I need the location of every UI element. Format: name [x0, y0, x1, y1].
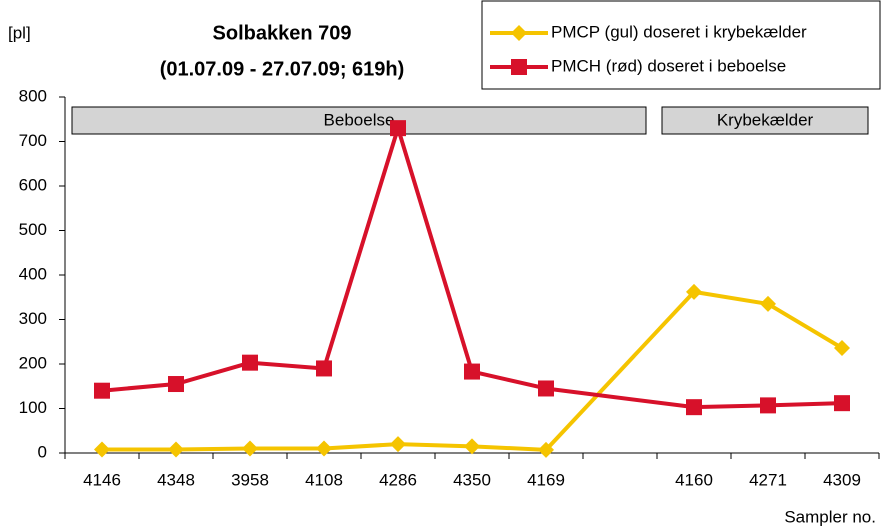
data-point — [464, 438, 480, 455]
x-tick-label: 4160 — [675, 470, 713, 489]
data-point — [390, 436, 406, 453]
x-tick-label: 4350 — [453, 470, 491, 489]
data-point — [464, 363, 480, 380]
gap-connector — [545, 386, 695, 410]
y-tick-label: 100 — [19, 398, 47, 417]
data-point — [242, 354, 258, 371]
y-axis-label: [pl] — [8, 23, 31, 42]
x-tick-label: 4146 — [83, 470, 121, 489]
data-point — [94, 382, 110, 399]
data-point — [834, 339, 850, 356]
data-point — [168, 441, 184, 458]
data-point — [760, 295, 776, 312]
data-point — [94, 441, 110, 458]
annotation-box — [661, 106, 869, 135]
x-axis-label: Sampler no. — [784, 507, 876, 526]
data-point — [316, 360, 332, 377]
chart-subtitle: (01.07.09 - 27.07.09; 619h) — [160, 58, 405, 80]
x-tick-label: 4271 — [749, 470, 787, 489]
data-point — [760, 397, 776, 414]
chart-title: Solbakken 709 — [213, 22, 352, 44]
annotation: Beboelse — [324, 110, 395, 129]
y-tick-label: 500 — [19, 220, 47, 239]
annotation-box — [71, 106, 647, 135]
legend-label: PMCP (gul) doseret i krybekælder — [551, 22, 807, 41]
y-tick-label: 200 — [19, 353, 47, 372]
y-tick-label: 400 — [19, 264, 47, 283]
legend-box — [481, 0, 881, 90]
x-tick-label: 4108 — [305, 470, 343, 489]
x-tick-label: 4286 — [379, 470, 417, 489]
y-tick-label: 700 — [19, 131, 47, 150]
x-tick-label: 4309 — [823, 470, 861, 489]
data-point — [538, 380, 554, 397]
data-point — [242, 440, 258, 457]
gap-connector — [544, 290, 696, 452]
legend-label: PMCH (rød) doseret i beboelse — [551, 56, 786, 75]
x-tick-label: 4348 — [157, 470, 195, 489]
data-point — [316, 440, 332, 457]
data-point — [168, 376, 184, 393]
legend-marker — [511, 25, 527, 41]
data-point — [538, 441, 554, 458]
y-tick-label: 0 — [38, 442, 47, 461]
data-point — [686, 283, 702, 300]
annotation: Krybekælder — [717, 110, 814, 129]
data-point — [834, 395, 850, 412]
y-tick-label: 300 — [19, 309, 47, 328]
x-tick-label: 3958 — [231, 470, 269, 489]
legend-marker — [511, 59, 527, 75]
y-tick-label: 800 — [19, 86, 47, 105]
y-tick-label: 600 — [19, 175, 47, 194]
data-point — [390, 120, 406, 137]
data-point — [686, 399, 702, 416]
x-tick-label: 4169 — [527, 470, 565, 489]
